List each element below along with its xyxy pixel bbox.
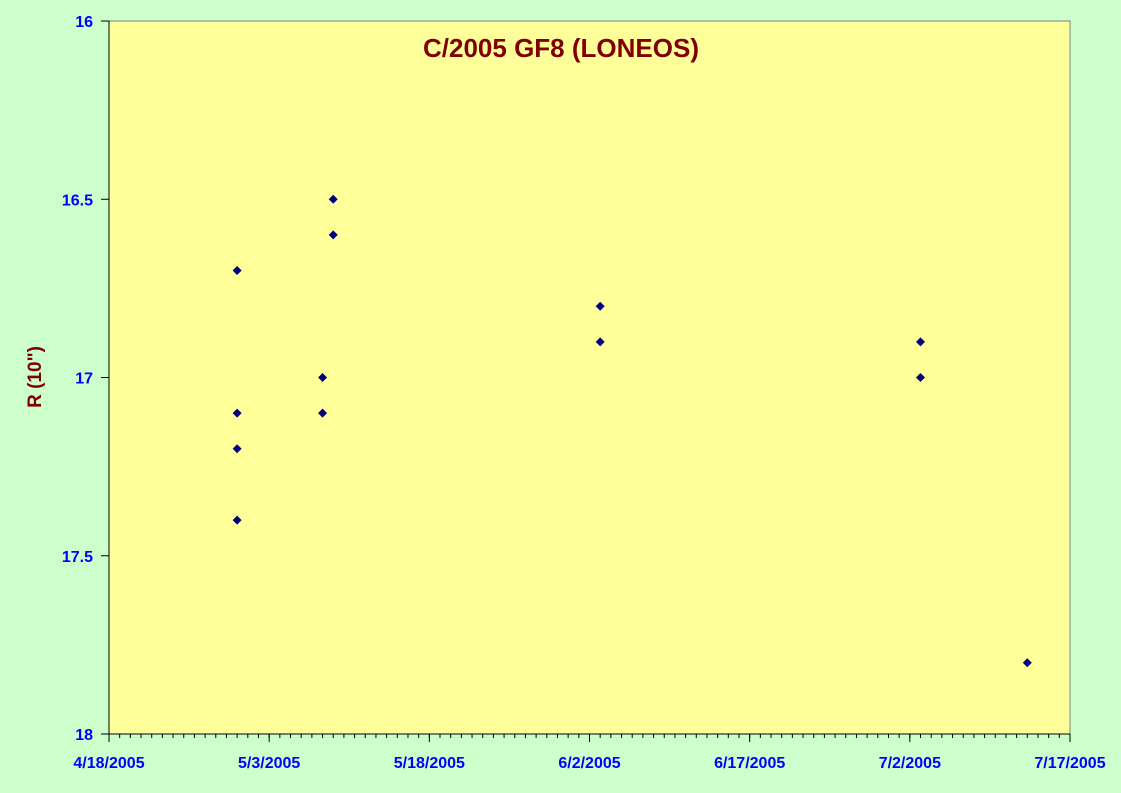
data-point [595, 337, 605, 347]
data-point [318, 408, 328, 418]
x-tick-label: 5/18/2005 [394, 755, 465, 772]
y-tick-label: 18 [75, 727, 93, 744]
y-ticks [101, 20, 109, 735]
x-tick-label: 7/17/2005 [1034, 755, 1105, 772]
x-minor-ticks [108, 734, 1071, 738]
y-axis-title: R (10") [25, 346, 46, 408]
y-tick-labels: 16 16.5 17 17.5 18 [62, 14, 93, 744]
x-tick-label: 7/2/2005 [879, 755, 941, 772]
x-tick-label: 6/2/2005 [558, 755, 620, 772]
data-point [916, 373, 926, 382]
data-point [1022, 658, 1032, 668]
data-points [232, 194, 1032, 668]
x-tick-label: 5/3/2005 [238, 755, 300, 772]
data-point [318, 373, 328, 382]
x-major-ticks [108, 734, 1071, 742]
y-tick-label: 17.5 [62, 549, 93, 566]
data-point [916, 337, 926, 347]
data-point [595, 301, 605, 311]
y-tick-label: 16.5 [62, 192, 93, 209]
data-point [232, 515, 242, 525]
y-tick-label: 17 [75, 371, 93, 388]
data-point [232, 408, 242, 418]
x-tick-labels: 4/18/2005 5/3/2005 5/18/2005 6/2/2005 6/17/2… [73, 755, 1105, 772]
data-point [232, 266, 242, 276]
data-point [232, 444, 242, 454]
x-tick-label: 4/18/2005 [73, 755, 144, 772]
plot-area [108, 20, 1071, 735]
y-tick-label: 16 [75, 14, 93, 31]
data-point [328, 194, 338, 204]
chart-title: C/2005 GF8 (LONEOS) [423, 33, 699, 63]
data-point [328, 230, 338, 240]
x-tick-label: 6/17/2005 [714, 755, 785, 772]
